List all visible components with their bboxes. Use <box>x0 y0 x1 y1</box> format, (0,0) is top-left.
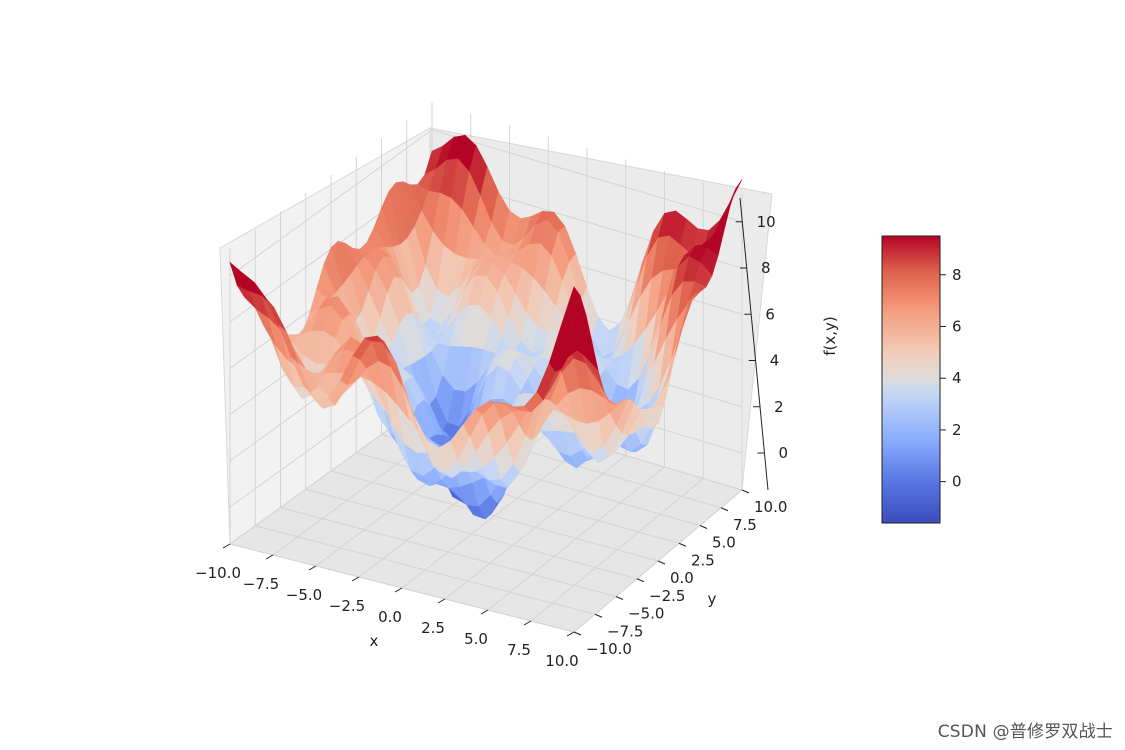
y-tick-label: −10.0 <box>586 640 632 658</box>
colorbar: 0 2 4 6 8 <box>881 235 962 524</box>
z-tick-label: 0 <box>779 444 789 462</box>
y-tick-label: 7.5 <box>733 516 757 534</box>
colorbar-tick-label: 0 <box>952 473 962 491</box>
z-tick-label: 4 <box>770 352 780 370</box>
floor-gridline-x <box>444 455 627 600</box>
x-tick-mark <box>394 587 403 593</box>
x-tick-mark <box>566 631 575 637</box>
x-tick-mark <box>351 576 360 582</box>
z-tick-label: 8 <box>761 259 771 277</box>
y-tick-mark <box>741 489 750 494</box>
z-tick-label: 2 <box>774 398 784 416</box>
colorbar-ticks: 0 2 4 6 8 <box>940 266 962 491</box>
z-tick-label: 6 <box>765 305 775 323</box>
x-tick-label: −10.0 <box>195 564 241 582</box>
x-tick-label: −2.5 <box>329 597 365 615</box>
z-axis: 0 2 4 6 8 10 <box>735 197 789 491</box>
y-tick-mark <box>594 613 603 618</box>
x-tick-label: 0.0 <box>378 608 402 626</box>
z-axis-line <box>739 197 769 491</box>
surface-mesh <box>229 134 743 520</box>
surface-patch <box>561 286 581 334</box>
x-tick-mark <box>480 609 489 615</box>
x-tick-mark <box>437 598 446 604</box>
z-axis-label: f(x,y) <box>821 316 839 356</box>
y-tick-mark <box>573 631 582 636</box>
y-tick-label: −5.0 <box>628 605 664 623</box>
x-tick-label: 2.5 <box>421 619 445 637</box>
y-tick-mark <box>678 542 687 547</box>
x-tick-label: 7.5 <box>507 641 531 659</box>
floor-gridline-x <box>487 466 665 611</box>
floor-gridline-x <box>530 478 704 622</box>
colorbar-tick-label: 6 <box>952 317 962 335</box>
y-tick-mark <box>699 525 708 529</box>
x-tick-mark <box>308 565 317 571</box>
x-tick-label: 5.0 <box>464 630 488 648</box>
floor-gridline-y <box>330 470 659 562</box>
y-tick-mark <box>636 578 645 583</box>
y-tick-label: 5.0 <box>712 534 736 552</box>
x-tick-mark <box>523 620 532 626</box>
z-gridline <box>229 129 743 277</box>
colorbar-tick-label: 2 <box>952 421 962 439</box>
y-tick-label: 2.5 <box>691 551 715 569</box>
z-tick-label: 10 <box>757 213 776 231</box>
watermark: CSDN @普修罗双战士 <box>937 722 1113 742</box>
y-tick-label: −2.5 <box>649 587 685 605</box>
x-axis-label: x <box>370 632 379 650</box>
y-tick-mark <box>615 596 624 600</box>
colorbar-tick-label: 4 <box>952 369 962 387</box>
x-tick-label: 10.0 <box>545 652 578 670</box>
y-axis-label: y <box>708 590 717 608</box>
colorbar-gradient <box>881 235 941 524</box>
x-tick-mark <box>222 543 231 549</box>
x-tick-mark <box>265 554 274 560</box>
x-tick-label: −7.5 <box>243 575 279 593</box>
x-axis: −10.0−7.5 −5.0 −2.5 0.0 2.5 5.0 7.5 10.0 <box>195 543 579 670</box>
x-tick-label: −5.0 <box>286 586 322 604</box>
colorbar-tick-label: 8 <box>952 266 962 284</box>
y-tick-label: 0.0 <box>670 569 694 587</box>
y-tick-label: 10.0 <box>754 498 787 516</box>
y-tick-label: −7.5 <box>607 622 643 640</box>
y-tick-mark <box>657 560 666 565</box>
y-axis: −10.0−7.5−5.0−2.50.02.55.07.510.0 <box>573 489 787 658</box>
y-tick-mark <box>720 507 729 512</box>
